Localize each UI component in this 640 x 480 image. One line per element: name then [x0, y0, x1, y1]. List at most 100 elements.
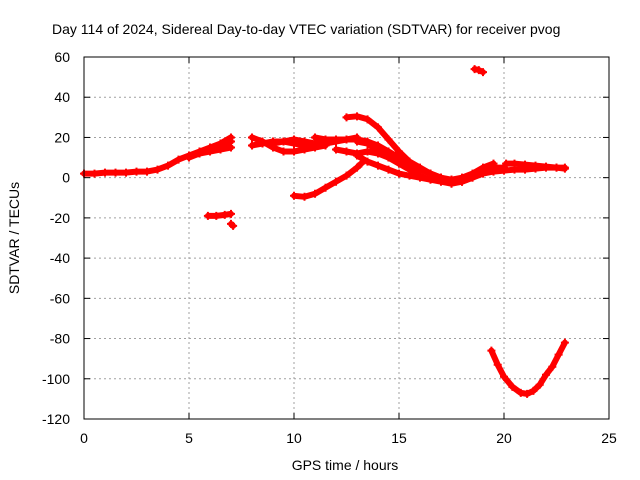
- data-point: [493, 360, 502, 369]
- data-point: [384, 135, 393, 144]
- data-point: [468, 173, 477, 182]
- data-point: [290, 147, 298, 156]
- y-tick-label: -100: [42, 371, 70, 387]
- data-point: [523, 389, 532, 398]
- series-arc-9: [290, 159, 366, 201]
- data-point: [416, 173, 424, 182]
- data-point: [552, 163, 561, 172]
- data-point: [470, 65, 479, 74]
- y-axis-label: SDTVAR / TECUs: [6, 182, 22, 294]
- data-point: [437, 175, 445, 184]
- data-point: [321, 135, 330, 144]
- data-point: [143, 167, 151, 176]
- data-point: [206, 145, 214, 154]
- data-point: [508, 382, 517, 391]
- data-point: [502, 159, 511, 168]
- data-point: [542, 162, 550, 171]
- data-point: [531, 161, 540, 170]
- data-point: [342, 113, 351, 122]
- series-arc-17: [487, 338, 569, 398]
- axis-ticks: [83, 56, 610, 420]
- data-point: [363, 147, 372, 156]
- data-point: [216, 141, 225, 150]
- data-point: [269, 139, 277, 148]
- data-point: [479, 68, 487, 77]
- plot-frame: [83, 56, 610, 420]
- data-point: [300, 192, 309, 201]
- data-point: [363, 139, 372, 148]
- x-tick-label: 10: [286, 430, 302, 446]
- data-points: [80, 65, 569, 398]
- data-point: [554, 350, 563, 359]
- series-arc-5: [227, 219, 238, 230]
- data-point: [220, 210, 229, 219]
- data-point: [374, 161, 382, 170]
- data-point: [405, 161, 414, 170]
- data-point: [258, 139, 267, 148]
- data-point: [290, 135, 298, 144]
- data-point: [560, 338, 569, 347]
- data-point: [279, 137, 288, 146]
- series-arc-15: [502, 159, 569, 173]
- data-point: [342, 147, 351, 156]
- data-point: [416, 165, 424, 174]
- data-point: [529, 386, 538, 395]
- series-trace: [488, 339, 568, 397]
- data-point: [353, 151, 361, 160]
- data-point: [426, 175, 435, 184]
- data-point: [374, 123, 382, 132]
- data-point: [311, 133, 319, 142]
- x-tick-label: 5: [185, 430, 193, 446]
- series-arc-13: [353, 137, 508, 186]
- data-point: [290, 191, 298, 200]
- data-point: [548, 362, 557, 371]
- y-tick-label: -20: [50, 210, 70, 226]
- data-point: [447, 175, 456, 184]
- data-point: [101, 168, 109, 177]
- series-trace: [196, 138, 234, 157]
- data-point: [153, 165, 162, 174]
- data-point: [474, 66, 483, 75]
- data-point: [229, 221, 238, 230]
- data-point: [111, 168, 120, 177]
- x-axis-label: GPS time / hours: [292, 457, 399, 473]
- series-trace: [291, 160, 365, 200]
- data-point: [516, 388, 525, 397]
- x-tick-labels: 0 5 10 15 20 25: [80, 430, 617, 446]
- chart-title: Day 114 of 2024, Sidereal Day-to-day VTE…: [52, 21, 560, 37]
- data-point: [489, 163, 498, 172]
- data-point: [535, 380, 544, 389]
- data-point: [212, 211, 221, 220]
- y-tick-labels: -120 -100 -80 -60 -40 -20 0 20 40 60: [42, 49, 70, 427]
- data-point: [521, 160, 529, 169]
- data-point: [174, 155, 183, 164]
- data-point: [164, 161, 172, 170]
- series-arc-4: [203, 209, 235, 220]
- data-point: [458, 175, 466, 184]
- y-tick-label: 60: [54, 49, 70, 65]
- data-point: [122, 168, 130, 177]
- y-tick-label: -40: [50, 250, 70, 266]
- data-point: [300, 137, 309, 146]
- data-point: [321, 183, 330, 192]
- x-tick-label: 0: [80, 430, 88, 446]
- data-point: [395, 147, 403, 156]
- data-point: [248, 133, 256, 142]
- x-tick-label: 20: [496, 430, 512, 446]
- data-point: [311, 189, 319, 198]
- series-arc-16: [470, 65, 487, 77]
- x-tick-label: 15: [391, 430, 407, 446]
- y-tick-label: 40: [54, 89, 70, 105]
- data-point: [342, 135, 351, 144]
- data-point: [332, 177, 340, 186]
- x-tick-label: 25: [601, 430, 617, 446]
- data-point: [560, 164, 569, 173]
- series-arc-14: [353, 151, 466, 184]
- y-tick-label: -120: [42, 411, 70, 427]
- data-point: [195, 149, 204, 158]
- data-point: [353, 137, 361, 146]
- data-point: [384, 165, 393, 174]
- data-point: [384, 153, 393, 162]
- data-point: [342, 171, 351, 180]
